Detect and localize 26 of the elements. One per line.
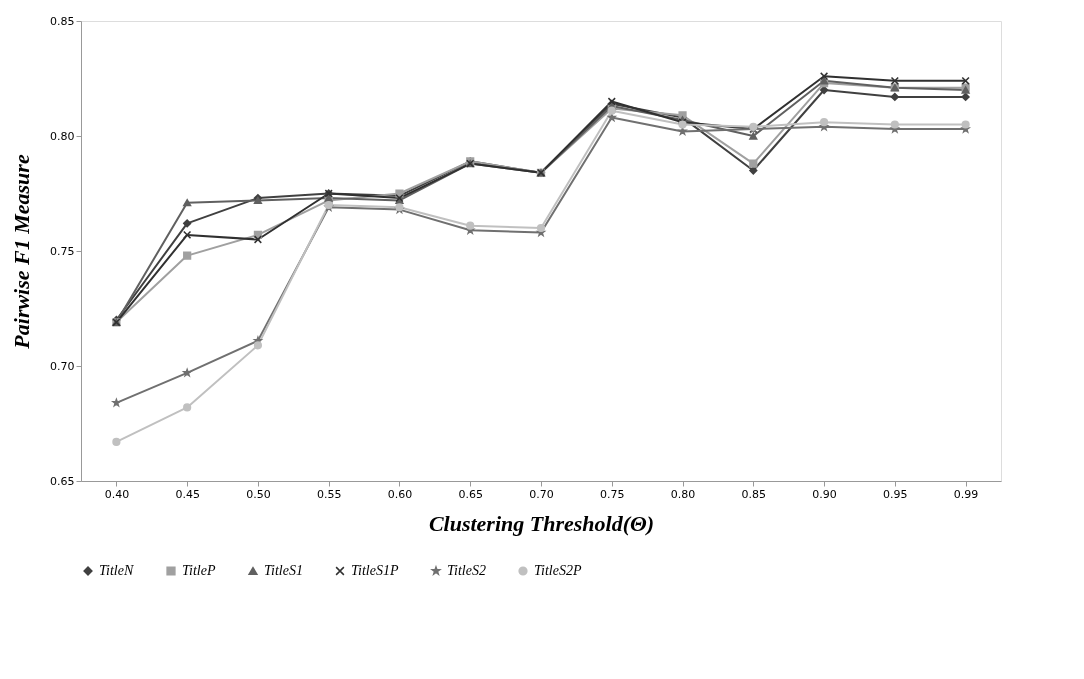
x-tick-label: 0.45	[175, 487, 200, 501]
x-tick-label: 0.60	[387, 487, 413, 501]
y-axis-title: Pairwise F1 Measure	[9, 154, 35, 350]
x-tick-label: 0.40	[104, 487, 130, 501]
x-axis-title: Clustering Threshold(Θ)	[428, 510, 655, 536]
x-tick-label: 0.90	[812, 487, 837, 501]
x-tick-label: 0.80	[670, 487, 696, 501]
legend-label: TitleS2	[447, 563, 486, 578]
x-tick-label: 0.65	[458, 487, 483, 501]
legend-label: TitleS2P	[534, 563, 582, 578]
x-tick-label: 0.75	[600, 487, 625, 501]
y-tick-label: 0.75	[50, 244, 75, 258]
x-tick-label: 0.70	[529, 487, 554, 501]
legend-label: TitleP	[182, 563, 216, 578]
x-tick-label: 0.95	[883, 487, 908, 501]
legend-label: TitleS1P	[351, 563, 399, 578]
x-tick-label: 0.85	[741, 487, 767, 501]
y-tick-label: 0.80	[50, 129, 75, 143]
x-tick-label: 0.55	[316, 487, 342, 501]
y-tick-label: 0.65	[50, 474, 75, 488]
x-tick-label: 0.50	[246, 487, 271, 501]
y-tick-label: 0.85	[50, 14, 75, 28]
y-tick-label: 0.70	[50, 359, 75, 373]
legend-label: TitleN	[99, 563, 134, 578]
x-tick-label: 0.99	[953, 487, 979, 501]
legend-label: TitleS1	[264, 563, 303, 578]
